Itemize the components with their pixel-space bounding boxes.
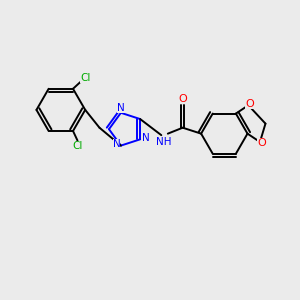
Text: O: O	[257, 139, 266, 148]
Text: O: O	[178, 94, 187, 104]
Text: N: N	[112, 139, 120, 149]
Text: N: N	[142, 133, 150, 143]
Text: O: O	[245, 99, 254, 109]
Text: Cl: Cl	[80, 74, 91, 83]
Text: NH: NH	[156, 137, 171, 147]
Text: Cl: Cl	[72, 141, 83, 152]
Text: N: N	[117, 103, 125, 113]
